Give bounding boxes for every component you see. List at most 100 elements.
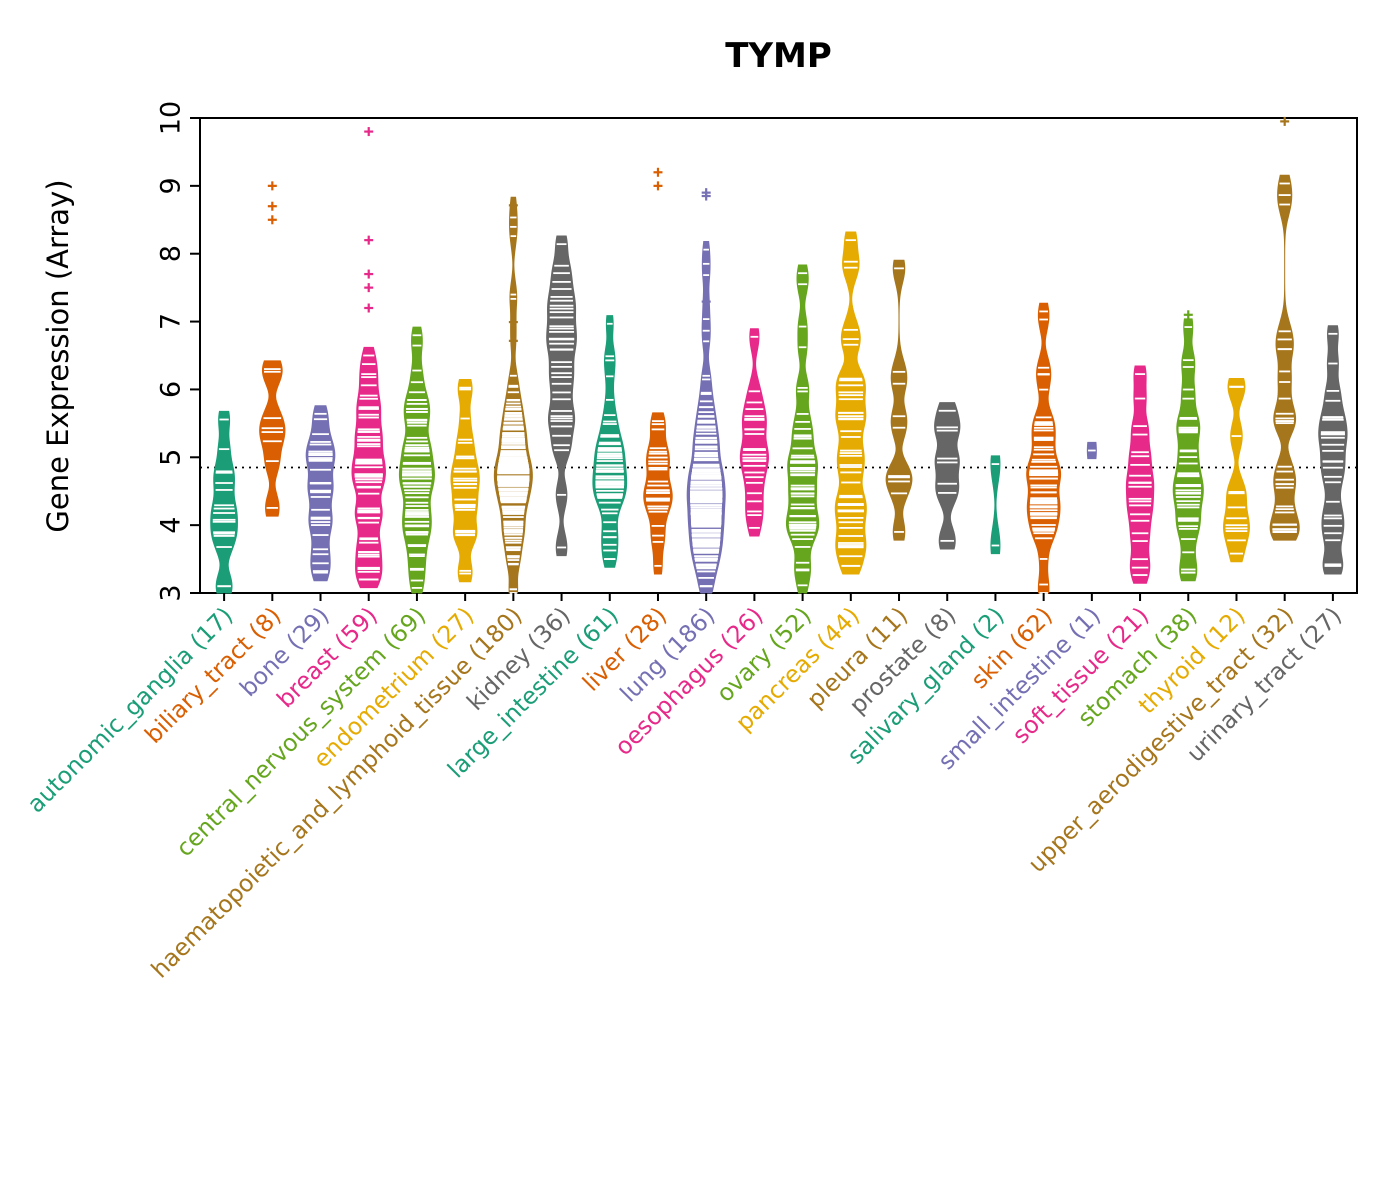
data-line (408, 391, 425, 394)
data-line (310, 516, 331, 519)
data-line (838, 545, 864, 548)
data-line (550, 415, 573, 418)
y-tick-label: 10 (156, 101, 187, 135)
data-dash (508, 339, 518, 342)
data-line (690, 514, 722, 517)
data-line (648, 510, 668, 513)
data-line (453, 470, 477, 473)
data-line (743, 464, 766, 467)
violin-small_intestine (1086, 441, 1097, 460)
data-line (312, 562, 329, 565)
data-line (596, 460, 623, 462)
data-line (1134, 397, 1146, 400)
data-line (213, 531, 236, 534)
data-line (692, 468, 721, 471)
data-line (595, 486, 624, 489)
data-line (548, 337, 575, 340)
data-line (497, 469, 530, 472)
data-line (402, 470, 432, 473)
data-line (1039, 310, 1048, 313)
data-line (1229, 552, 1244, 555)
data-line (309, 468, 332, 471)
outlier-dash-v (1283, 116, 1286, 126)
data-line (1272, 523, 1297, 526)
data-line (694, 555, 719, 558)
data-line (795, 569, 810, 572)
data-line (652, 420, 664, 422)
data-line (213, 507, 235, 510)
data-line (1324, 532, 1342, 535)
violin-shape (885, 259, 913, 541)
data-line (405, 512, 429, 515)
y-tick-label: 9 (156, 177, 187, 194)
data-line (1274, 511, 1295, 514)
outlier-dash-v (1187, 310, 1190, 320)
data-line (497, 479, 530, 481)
data-line (937, 457, 958, 460)
data-line (798, 283, 808, 286)
data-line (502, 513, 525, 515)
data-line (357, 443, 381, 445)
outlier-dash-v (656, 167, 660, 177)
data-line (1182, 551, 1195, 554)
data-line (358, 541, 379, 544)
data-line (551, 365, 572, 368)
data-line (940, 539, 955, 542)
data-line (695, 432, 717, 435)
data-line (453, 477, 478, 480)
data-line (219, 418, 229, 421)
data-line (405, 533, 429, 536)
data-line (603, 521, 617, 524)
data-line (1275, 478, 1294, 481)
data-line (504, 414, 523, 416)
data-line (1128, 500, 1152, 503)
data-line (938, 409, 956, 412)
data-line (355, 458, 382, 461)
data-line (308, 457, 333, 459)
data-line (308, 459, 333, 462)
data-line (1324, 514, 1342, 517)
data-line (549, 316, 574, 319)
data-line (406, 411, 428, 413)
data-line (1322, 418, 1344, 421)
data-line (313, 418, 328, 421)
data-line (501, 439, 525, 442)
data-line (457, 441, 473, 444)
data-line (1225, 530, 1248, 532)
data-line (359, 537, 379, 540)
data-line (412, 369, 422, 372)
data-line (691, 524, 722, 527)
data-line (694, 454, 718, 457)
data-line (1277, 338, 1292, 341)
data-line (354, 474, 383, 476)
data-line (498, 459, 528, 462)
data-line (453, 486, 477, 489)
data-line (690, 509, 722, 512)
violin-pleura (885, 259, 913, 541)
data-line (506, 548, 521, 550)
data-line (690, 517, 722, 519)
violin-breast (351, 127, 386, 589)
data-line (506, 402, 521, 405)
data-line (1178, 430, 1198, 432)
data-line (798, 346, 807, 349)
data-line (357, 568, 380, 570)
data-line (1129, 474, 1151, 477)
data-line (839, 466, 862, 468)
outlier-dash-v (367, 235, 370, 245)
data-line (1277, 465, 1292, 468)
data-line (839, 449, 862, 452)
data-line (553, 272, 570, 275)
data-line (654, 564, 662, 567)
data-line (551, 372, 572, 375)
y-tick-label: 3 (156, 584, 187, 601)
data-line (1176, 503, 1200, 506)
data-line (1322, 466, 1343, 469)
data-line (1182, 388, 1194, 391)
data-line (213, 535, 235, 537)
data-line (505, 408, 522, 411)
data-line (549, 330, 575, 333)
data-line (894, 267, 904, 270)
data-line (355, 481, 382, 484)
violin-upper_aerodigestive_tract (1269, 116, 1300, 541)
